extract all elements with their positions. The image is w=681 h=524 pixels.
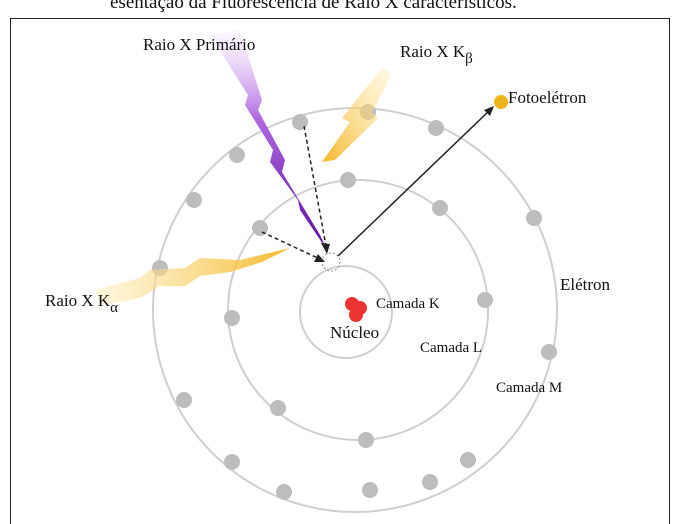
label: Fotoelétron xyxy=(508,88,587,107)
electron xyxy=(362,482,378,498)
label: Raio X Kα xyxy=(45,291,118,316)
electron xyxy=(224,454,240,470)
electron xyxy=(340,172,356,188)
electron xyxy=(428,120,444,136)
arrows xyxy=(262,110,490,260)
electron xyxy=(224,310,240,326)
kbeta-ray xyxy=(322,68,392,162)
label: Núcleo xyxy=(330,323,379,342)
electron xyxy=(292,114,308,130)
electron xyxy=(276,484,292,500)
electron xyxy=(229,147,245,163)
electron xyxy=(526,210,542,226)
electron xyxy=(541,344,557,360)
electron xyxy=(432,200,448,216)
title: esentação da Fluorescência de Raio X car… xyxy=(110,0,517,13)
nucleus-particles xyxy=(345,297,367,322)
label: Raio X Primário xyxy=(143,35,255,54)
label: Raio X Kβ xyxy=(400,42,473,67)
electron xyxy=(176,392,192,408)
electron xyxy=(460,452,476,468)
label: Camada K xyxy=(376,296,440,312)
label: Elétron xyxy=(560,275,611,294)
electron xyxy=(422,474,438,490)
electron xyxy=(477,292,493,308)
electron xyxy=(270,400,286,416)
label: Camada M xyxy=(496,380,562,396)
diagram: esentação da Fluorescência de Raio X car… xyxy=(0,0,681,524)
photoelectron xyxy=(494,95,508,109)
kalpha-ray xyxy=(95,248,290,306)
electron xyxy=(186,192,202,208)
electron xyxy=(358,432,374,448)
label: Camada L xyxy=(420,340,482,356)
